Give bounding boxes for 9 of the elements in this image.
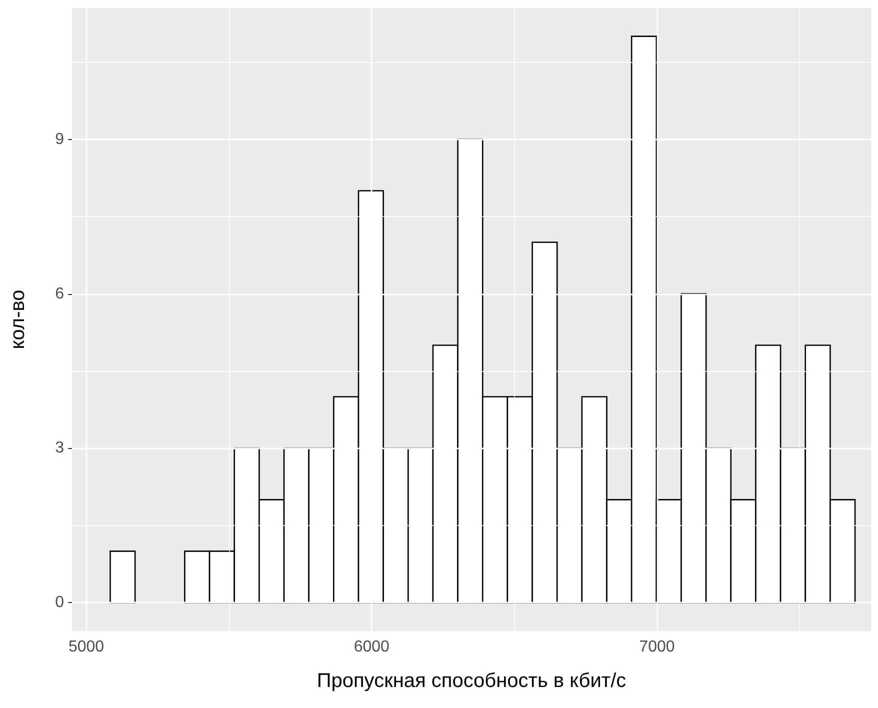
- y-axis-title: кол-во: [7, 290, 29, 350]
- x-tick-label: 7000: [639, 638, 675, 656]
- y-tick-label: 6: [55, 285, 64, 302]
- x-axis-title: Пропускная способность в кбит/с: [316, 670, 626, 692]
- y-tick-label: 9: [55, 130, 64, 148]
- x-tick-label: 5000: [68, 638, 104, 656]
- y-tick-label: 0: [55, 594, 64, 612]
- y-tick-label: 3: [55, 440, 64, 457]
- x-tick-label: 6000: [354, 638, 390, 656]
